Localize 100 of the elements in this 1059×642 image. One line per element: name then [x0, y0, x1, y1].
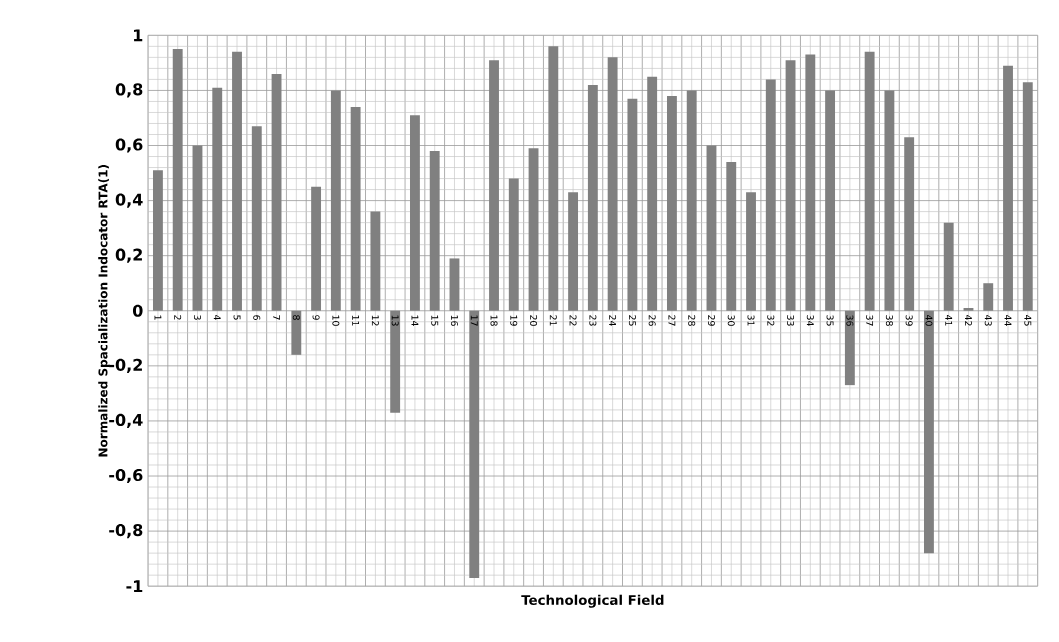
- y-tick-label: 0,8: [115, 83, 143, 98]
- x-tick-label: 20: [530, 315, 538, 326]
- bar: [568, 192, 579, 311]
- x-tick-label: 44: [1004, 314, 1012, 326]
- bar: [152, 170, 163, 311]
- bar: [350, 106, 361, 311]
- x-tick-label: 23: [589, 315, 597, 326]
- x-tick-label: 2: [174, 315, 182, 320]
- x-tick-label: 25: [628, 315, 636, 326]
- bar: [647, 76, 658, 311]
- bar: [963, 307, 974, 311]
- bar: [844, 310, 855, 386]
- bar: [449, 258, 460, 311]
- bar: [706, 145, 717, 311]
- x-tick-label: 9: [312, 315, 320, 320]
- bar: [311, 186, 322, 311]
- bar: [805, 54, 816, 311]
- x-tick-label: 10: [332, 315, 340, 326]
- y-tick-label: 1: [134, 29, 143, 42]
- bar: [746, 192, 756, 311]
- bar: [429, 150, 440, 311]
- x-tick-label: 42: [965, 314, 972, 326]
- x-tick-label: 38: [885, 315, 893, 326]
- x-tick-label: 24: [609, 315, 617, 326]
- x-tick-label: 11: [352, 315, 360, 326]
- y-tick-label: -1: [126, 580, 143, 592]
- bar: [330, 90, 341, 311]
- x-tick-label: 28: [688, 315, 696, 326]
- bar: [192, 145, 203, 311]
- x-tick-label: 32: [767, 315, 775, 326]
- bar: [884, 90, 895, 311]
- bar: [390, 310, 401, 413]
- y-tick-label: -0,2: [109, 358, 142, 373]
- bar: [825, 90, 836, 311]
- bar: [1022, 82, 1033, 311]
- x-tick-label: 15: [431, 315, 439, 326]
- y-tick-label: 0,2: [115, 248, 142, 263]
- bar: [667, 95, 677, 311]
- x-tick-label: 17: [470, 315, 478, 326]
- bar: [528, 148, 539, 311]
- x-tick-label: 4: [213, 314, 221, 320]
- bar: [587, 84, 598, 311]
- x-tick-label: 1: [154, 315, 162, 320]
- y-axis-title: Normalized Spacialization Indocator RTA(1): [98, 164, 110, 457]
- x-tick-label: 22: [569, 315, 577, 326]
- bar: [548, 46, 559, 311]
- x-tick-label: 45: [1024, 314, 1032, 326]
- y-tick-label: -0,6: [109, 468, 143, 483]
- y-tick-label: 0,6: [115, 138, 143, 153]
- bar: [172, 49, 183, 311]
- x-tick-label: 13: [391, 315, 399, 326]
- x-tick-label: 29: [707, 315, 715, 326]
- x-tick-label: 6: [253, 315, 261, 320]
- bar: [469, 310, 480, 578]
- x-tick-label: 21: [549, 315, 557, 326]
- x-tick-label: 8: [292, 315, 300, 320]
- x-tick-label: 7: [273, 315, 280, 320]
- x-tick-label: 39: [905, 315, 913, 326]
- x-tick-label: 36: [846, 315, 854, 326]
- y-tick-label: -0,4: [109, 413, 143, 428]
- x-tick-label: 35: [826, 315, 834, 326]
- x-tick-label: 19: [510, 315, 518, 326]
- bar: [370, 211, 381, 311]
- bar: [864, 51, 875, 311]
- bar: [271, 73, 282, 311]
- x-tick-label: 5: [233, 315, 241, 320]
- x-tick-label: 18: [490, 315, 498, 326]
- bar: [409, 115, 420, 311]
- bar: [983, 283, 994, 311]
- bar: [785, 60, 796, 311]
- x-tick-label: 31: [747, 315, 755, 326]
- bar: [508, 178, 519, 311]
- bar: [627, 98, 638, 311]
- x-tick-label: 34: [806, 315, 814, 326]
- x-axis-title: Technological Field: [521, 594, 664, 608]
- bar: [489, 60, 499, 311]
- x-tick-label: 14: [411, 315, 419, 326]
- y-tick-label: 0: [132, 304, 143, 317]
- bar: [291, 310, 302, 355]
- bar: [765, 79, 776, 311]
- bar: [212, 87, 223, 311]
- x-tick-label: 37: [866, 315, 874, 326]
- bar: [686, 90, 697, 311]
- bar: [904, 137, 915, 311]
- bar: [232, 51, 242, 311]
- bar: [726, 161, 737, 311]
- y-tick-label: -0,8: [109, 523, 143, 539]
- x-tick-label: 43: [984, 314, 992, 326]
- x-tick-label: 12: [371, 315, 379, 326]
- bar: [607, 57, 618, 311]
- x-tick-label: 33: [787, 315, 795, 326]
- x-tick-label: 26: [648, 315, 656, 326]
- bar: [251, 126, 262, 311]
- bar: [943, 222, 954, 311]
- bar: [924, 310, 934, 554]
- bar: [1003, 65, 1013, 311]
- x-tick-label: 30: [727, 315, 735, 326]
- x-tick-label: 3: [193, 315, 201, 320]
- x-tick-label: 16: [450, 315, 458, 326]
- x-tick-label: 41: [945, 314, 953, 326]
